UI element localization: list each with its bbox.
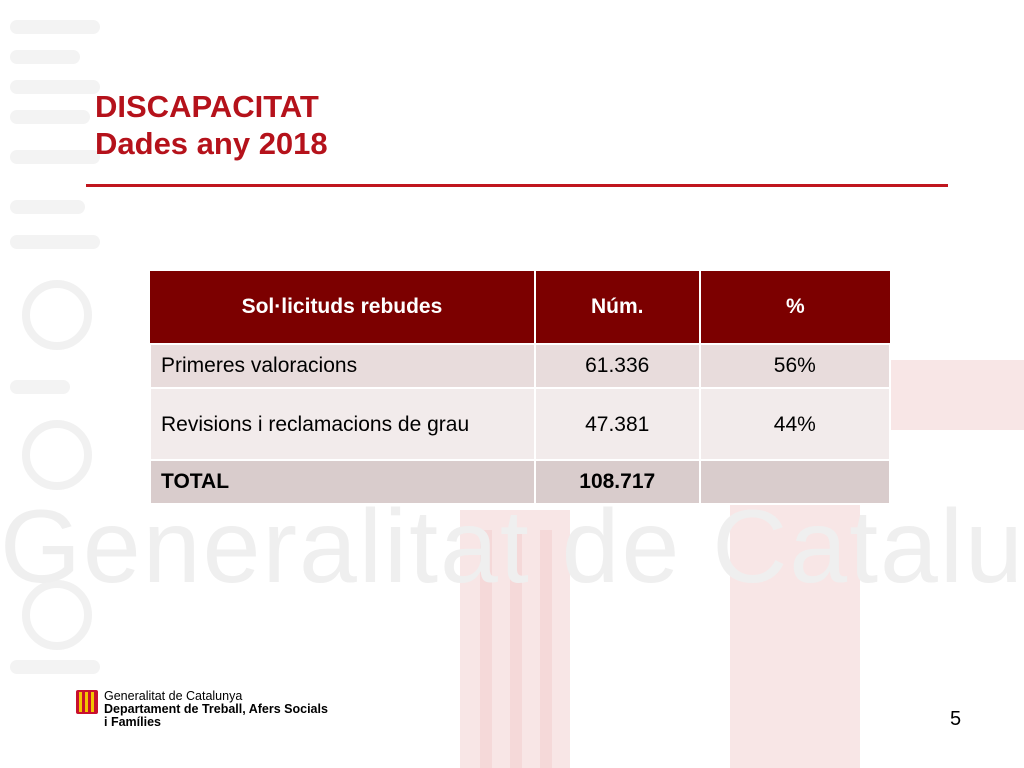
- row-percent: 44%: [698, 387, 892, 461]
- generalitat-senyera-icon: [76, 690, 98, 714]
- title-divider: [86, 184, 948, 187]
- header-requests: Sol·licituds rebudes: [150, 271, 536, 344]
- title-line-1: DISCAPACITAT: [95, 89, 319, 124]
- organization-name: Generalitat de Catalunya Departament de …: [104, 690, 328, 729]
- organization-logo: Generalitat de Catalunya Departament de …: [76, 690, 328, 729]
- org-line-1: Generalitat de Catalunya: [104, 689, 243, 703]
- slide-title: DISCAPACITAT Dades any 2018: [95, 88, 328, 162]
- total-label: TOTAL: [149, 459, 536, 505]
- watermark-left-column: [0, 0, 120, 768]
- table-header-row: Sol·licituds rebudes Núm. %: [150, 271, 890, 344]
- title-line-2: Dades any 2018: [95, 126, 328, 161]
- header-percent: %: [699, 271, 890, 344]
- total-number: 108.717: [533, 459, 701, 505]
- header-number: Núm.: [534, 271, 701, 344]
- table-row: Revisions i reclamacions de grau 47.381 …: [149, 387, 892, 461]
- org-line-2: Departament de Treball, Afers Socials: [104, 702, 328, 716]
- requests-table: Sol·licituds rebudes Núm. % Primeres val…: [149, 271, 892, 505]
- org-line-3: i Famílies: [104, 715, 161, 729]
- row-percent: 56%: [698, 343, 892, 389]
- page-number: 5: [950, 708, 962, 730]
- table-row: Primeres valoracions 61.336 56%: [149, 343, 892, 389]
- table-total-row: TOTAL 108.717: [149, 459, 892, 505]
- row-number: 47.381: [533, 387, 701, 461]
- watermark-text: Generalitat de Catalunya: [0, 489, 1024, 605]
- row-number: 61.336: [533, 343, 701, 389]
- total-percent: [698, 459, 892, 505]
- row-label: Revisions i reclamacions de grau: [149, 387, 536, 461]
- row-label: Primeres valoracions: [149, 343, 536, 389]
